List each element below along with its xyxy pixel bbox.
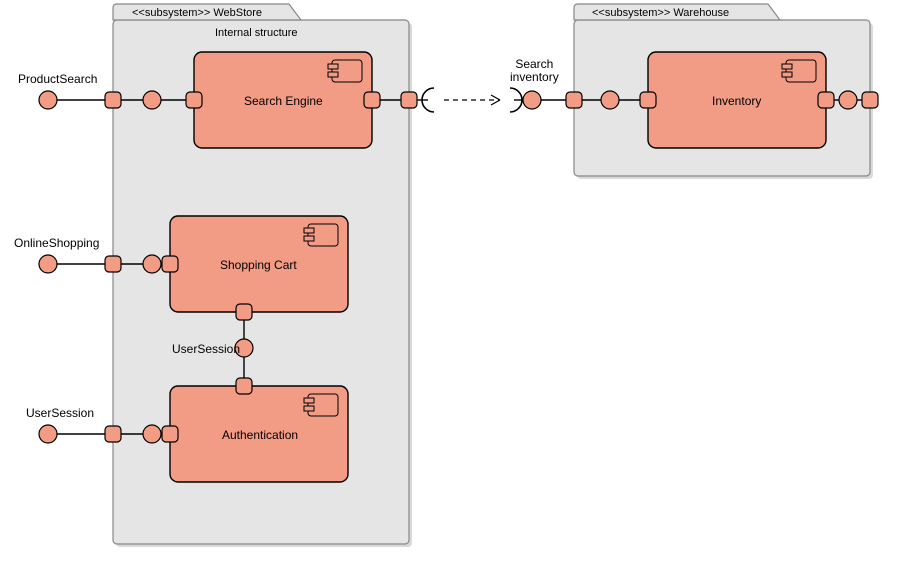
warehouse-title: <<subsystem>> Warehouse xyxy=(592,7,729,19)
shopping-cart-label: Shopping Cart xyxy=(220,258,297,272)
usersession-label: UserSession xyxy=(26,406,94,420)
webstore-title: <<subsystem>> WebStore xyxy=(132,7,262,19)
productsearch-label: ProductSearch xyxy=(18,72,97,86)
onlineshopping-label: OnlineShopping xyxy=(14,236,99,250)
authentication-label: Authentication xyxy=(222,428,298,442)
svg-layer xyxy=(0,0,900,565)
webstore-subtitle: Internal structure xyxy=(215,27,298,39)
inventory-label: Inventory xyxy=(712,94,761,108)
searchinventory-label: Search inventory Searchinventory xyxy=(510,58,559,84)
usersession2-label: UserSession xyxy=(172,342,240,356)
search-engine-label: Search Engine xyxy=(244,94,323,108)
searchinventory-render: Searchinventory xyxy=(510,57,559,84)
diagram-canvas: { "diagram": { "type": "uml-component-di… xyxy=(0,0,900,565)
